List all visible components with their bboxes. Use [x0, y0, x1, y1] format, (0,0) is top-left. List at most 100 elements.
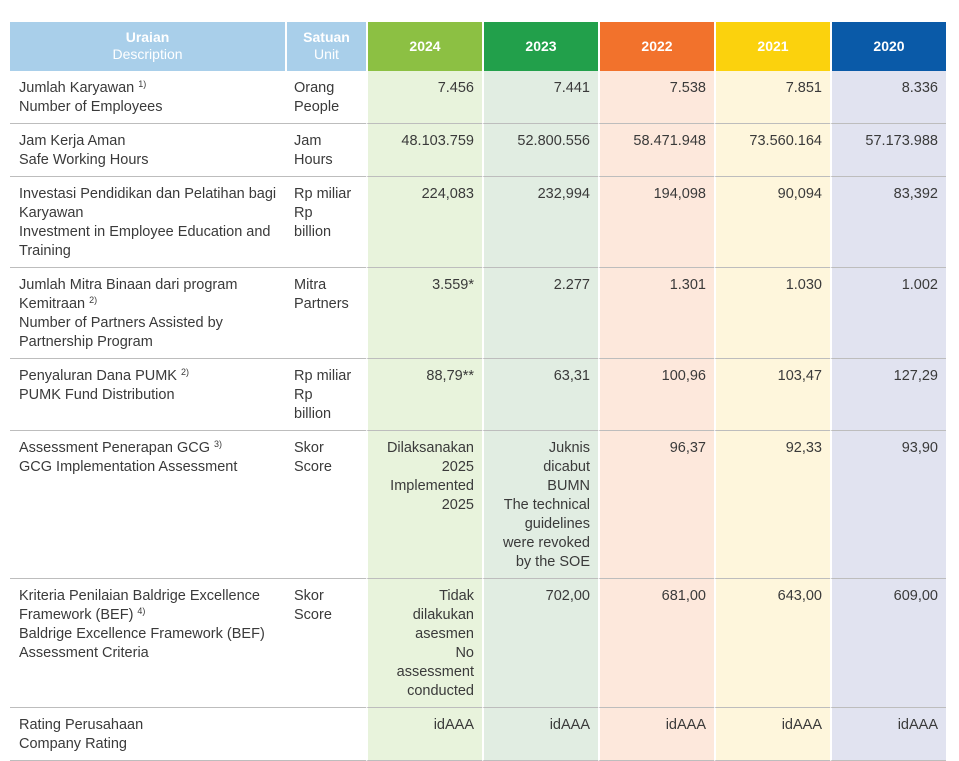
description-id: Jumlah Karyawan 1)	[19, 79, 147, 97]
unit-line: Rp miliar	[294, 186, 352, 202]
value-2021: idAAA	[714, 708, 830, 761]
description-id: Jumlah Mitra Binaan dari program Kemitra…	[19, 277, 238, 312]
value-2022: 681,00	[598, 579, 714, 708]
footnote-ref: 2)	[89, 295, 98, 305]
value-2020: 93,90	[830, 431, 946, 579]
value-2024: 88,79**	[366, 359, 482, 431]
value-2023: idAAA	[482, 708, 598, 761]
unit-line: Partners	[294, 296, 349, 312]
footnote-ref: 2)	[181, 367, 190, 377]
row-description: Jumlah Mitra Binaan dari program Kemitra…	[10, 268, 285, 359]
row-description: Penyaluran Dana PUMK 2) PUMK Fund Distrib…	[10, 359, 285, 431]
value-2021: 7.851	[714, 71, 830, 124]
value-2021: 1.030	[714, 268, 830, 359]
row-description: Jumlah Karyawan 1) Number of Employees	[10, 71, 285, 124]
value-line: conducted	[407, 683, 474, 699]
value-line: BUMN	[547, 478, 590, 494]
row-unit: Rp miliar Rp billion	[285, 359, 366, 431]
row-unit: Skor Score	[285, 579, 366, 708]
value-2020: 8.336	[830, 71, 946, 124]
unit-line: Hours	[294, 152, 333, 168]
header-description-en: Description	[112, 46, 183, 62]
value-2022: 1.301	[598, 268, 714, 359]
table-row: Kriteria Penilaian Baldrige Excellence F…	[10, 579, 946, 708]
value-2024: 3.559*	[366, 268, 482, 359]
unit-line: Rp miliar	[294, 368, 352, 384]
unit-line: Rp	[294, 205, 313, 221]
header-unit-id: Satuan	[303, 29, 350, 45]
table-row: Jumlah Mitra Binaan dari program Kemitra…	[10, 268, 946, 359]
header-year-2022: 2022	[598, 22, 714, 71]
row-description: Jam Kerja Aman Safe Working Hours	[10, 124, 285, 177]
unit-line: billion	[294, 406, 332, 422]
row-description: Rating Perusahaan Company Rating	[10, 708, 285, 761]
value-2020: 609,00	[830, 579, 946, 708]
value-2020: 127,29	[830, 359, 946, 431]
value-2023: 52.800.556	[482, 124, 598, 177]
value-line: were revoked	[502, 535, 590, 551]
unit-line: Rp	[294, 387, 313, 403]
value-2020: 1.002	[830, 268, 946, 359]
description-id: Rating Perusahaan	[19, 717, 144, 733]
header-year-2024: 2024	[366, 22, 482, 71]
unit-line: Skor	[294, 440, 324, 456]
description-id: Investasi Pendidikan dan Pelatihan bagi …	[19, 186, 277, 221]
description-id: Penyaluran Dana PUMK 2)	[19, 367, 190, 385]
row-unit	[285, 708, 366, 761]
footnote-ref: 1)	[138, 79, 147, 89]
value-2023: 2.277	[482, 268, 598, 359]
value-line: Juknis	[548, 440, 590, 456]
description-en: PUMK Fund Distribution	[19, 387, 175, 403]
value-line: dilakukan	[412, 607, 474, 623]
value-2021: 92,33	[714, 431, 830, 579]
unit-line: Skor	[294, 588, 324, 604]
value-2021: 90,094	[714, 177, 830, 268]
value-2024: 224,083	[366, 177, 482, 268]
description-en: Safe Working Hours	[19, 152, 149, 168]
value-line: The technical	[503, 497, 590, 513]
value-2021: 103,47	[714, 359, 830, 431]
footnote-ref: 3)	[214, 439, 223, 449]
description-en: Number of Partners Assisted by Partnersh…	[19, 315, 223, 350]
description-id: Kriteria Penilaian Baldrige Excellence F…	[19, 588, 260, 623]
header-year-2020: 2020	[830, 22, 946, 71]
footnote-ref: 4)	[137, 606, 146, 616]
value-2023: 232,994	[482, 177, 598, 268]
header-year-2021: 2021	[714, 22, 830, 71]
value-2021: 643,00	[714, 579, 830, 708]
value-2020: 83,392	[830, 177, 946, 268]
value-line: Dilaksanakan	[386, 440, 474, 456]
description-en: Company Rating	[19, 736, 127, 752]
value-2024: idAAA	[366, 708, 482, 761]
row-description: Kriteria Penilaian Baldrige Excellence F…	[10, 579, 285, 708]
kpi-table: Uraian Description Satuan Unit 2024 2023…	[10, 22, 946, 761]
value-2023: 702,00	[482, 579, 598, 708]
description-id: Assessment Penerapan GCG 3)	[19, 439, 223, 457]
unit-line: Score	[294, 607, 332, 623]
table-row: Penyaluran Dana PUMK 2) PUMK Fund Distrib…	[10, 359, 946, 431]
value-line: No	[455, 645, 474, 661]
value-2020: 57.173.988	[830, 124, 946, 177]
value-2022: 96,37	[598, 431, 714, 579]
value-2022: 58.471.948	[598, 124, 714, 177]
unit-line: Mitra	[294, 277, 327, 293]
value-line: asesmen	[415, 626, 474, 642]
table-row: Rating Perusahaan Company Rating idAAA idA…	[10, 708, 946, 761]
value-line: 2025	[441, 497, 474, 513]
table-row: Jam Kerja Aman Safe Working Hours Jam Hour…	[10, 124, 946, 177]
table-row: Investasi Pendidikan dan Pelatihan bagi …	[10, 177, 946, 268]
row-unit: Skor Score	[285, 431, 366, 579]
description-en: Baldrige Excellence Framework (BEF) Asse…	[19, 626, 265, 661]
value-line: guidelines	[524, 516, 590, 532]
row-unit: Jam Hours	[285, 124, 366, 177]
value-line: Tidak	[439, 588, 474, 604]
value-2020: idAAA	[830, 708, 946, 761]
value-line: by the SOE	[515, 554, 590, 570]
description-id: Jam Kerja Aman	[19, 133, 126, 149]
header-unit-en: Unit	[314, 46, 339, 62]
value-2021: 73.560.164	[714, 124, 830, 177]
unit-line: People	[294, 99, 340, 115]
value-2022: 194,098	[598, 177, 714, 268]
header-description: Uraian Description	[10, 22, 285, 71]
unit-line: Orang	[294, 80, 335, 96]
